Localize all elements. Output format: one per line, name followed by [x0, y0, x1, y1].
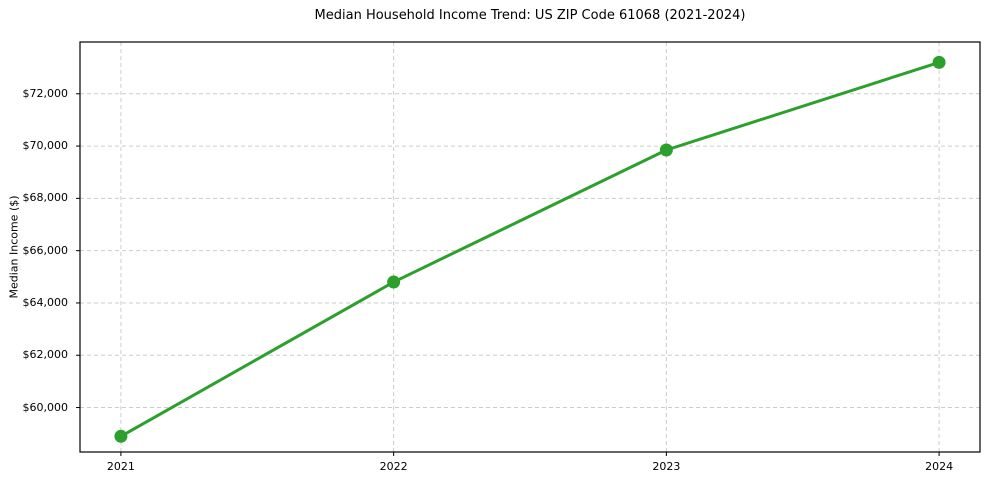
data-point-marker: [387, 275, 401, 289]
y-tick-label: $62,000: [22, 348, 69, 362]
data-point-marker: [932, 55, 946, 69]
x-tick-label: 2021: [106, 460, 135, 473]
y-tick-label: $66,000: [22, 243, 69, 257]
x-tick-label: 2022: [379, 460, 408, 473]
y-tick-label: $70,000: [22, 139, 69, 153]
data-point-marker: [659, 143, 673, 157]
chart-title: Median Household Income Trend: US ZIP Co…: [314, 8, 746, 23]
trend-line: [119, 60, 941, 438]
y-tick-label: $72,000: [22, 86, 69, 100]
y-tick-label: $60,000: [22, 400, 69, 414]
plot-border: [79, 41, 981, 453]
data-point-marker: [114, 429, 128, 443]
y-tick-label: $68,000: [22, 191, 69, 205]
x-tick-label: 2023: [652, 460, 681, 473]
x-tick-label: 2024: [925, 460, 954, 473]
y-tick-label: $64,000: [22, 295, 69, 309]
